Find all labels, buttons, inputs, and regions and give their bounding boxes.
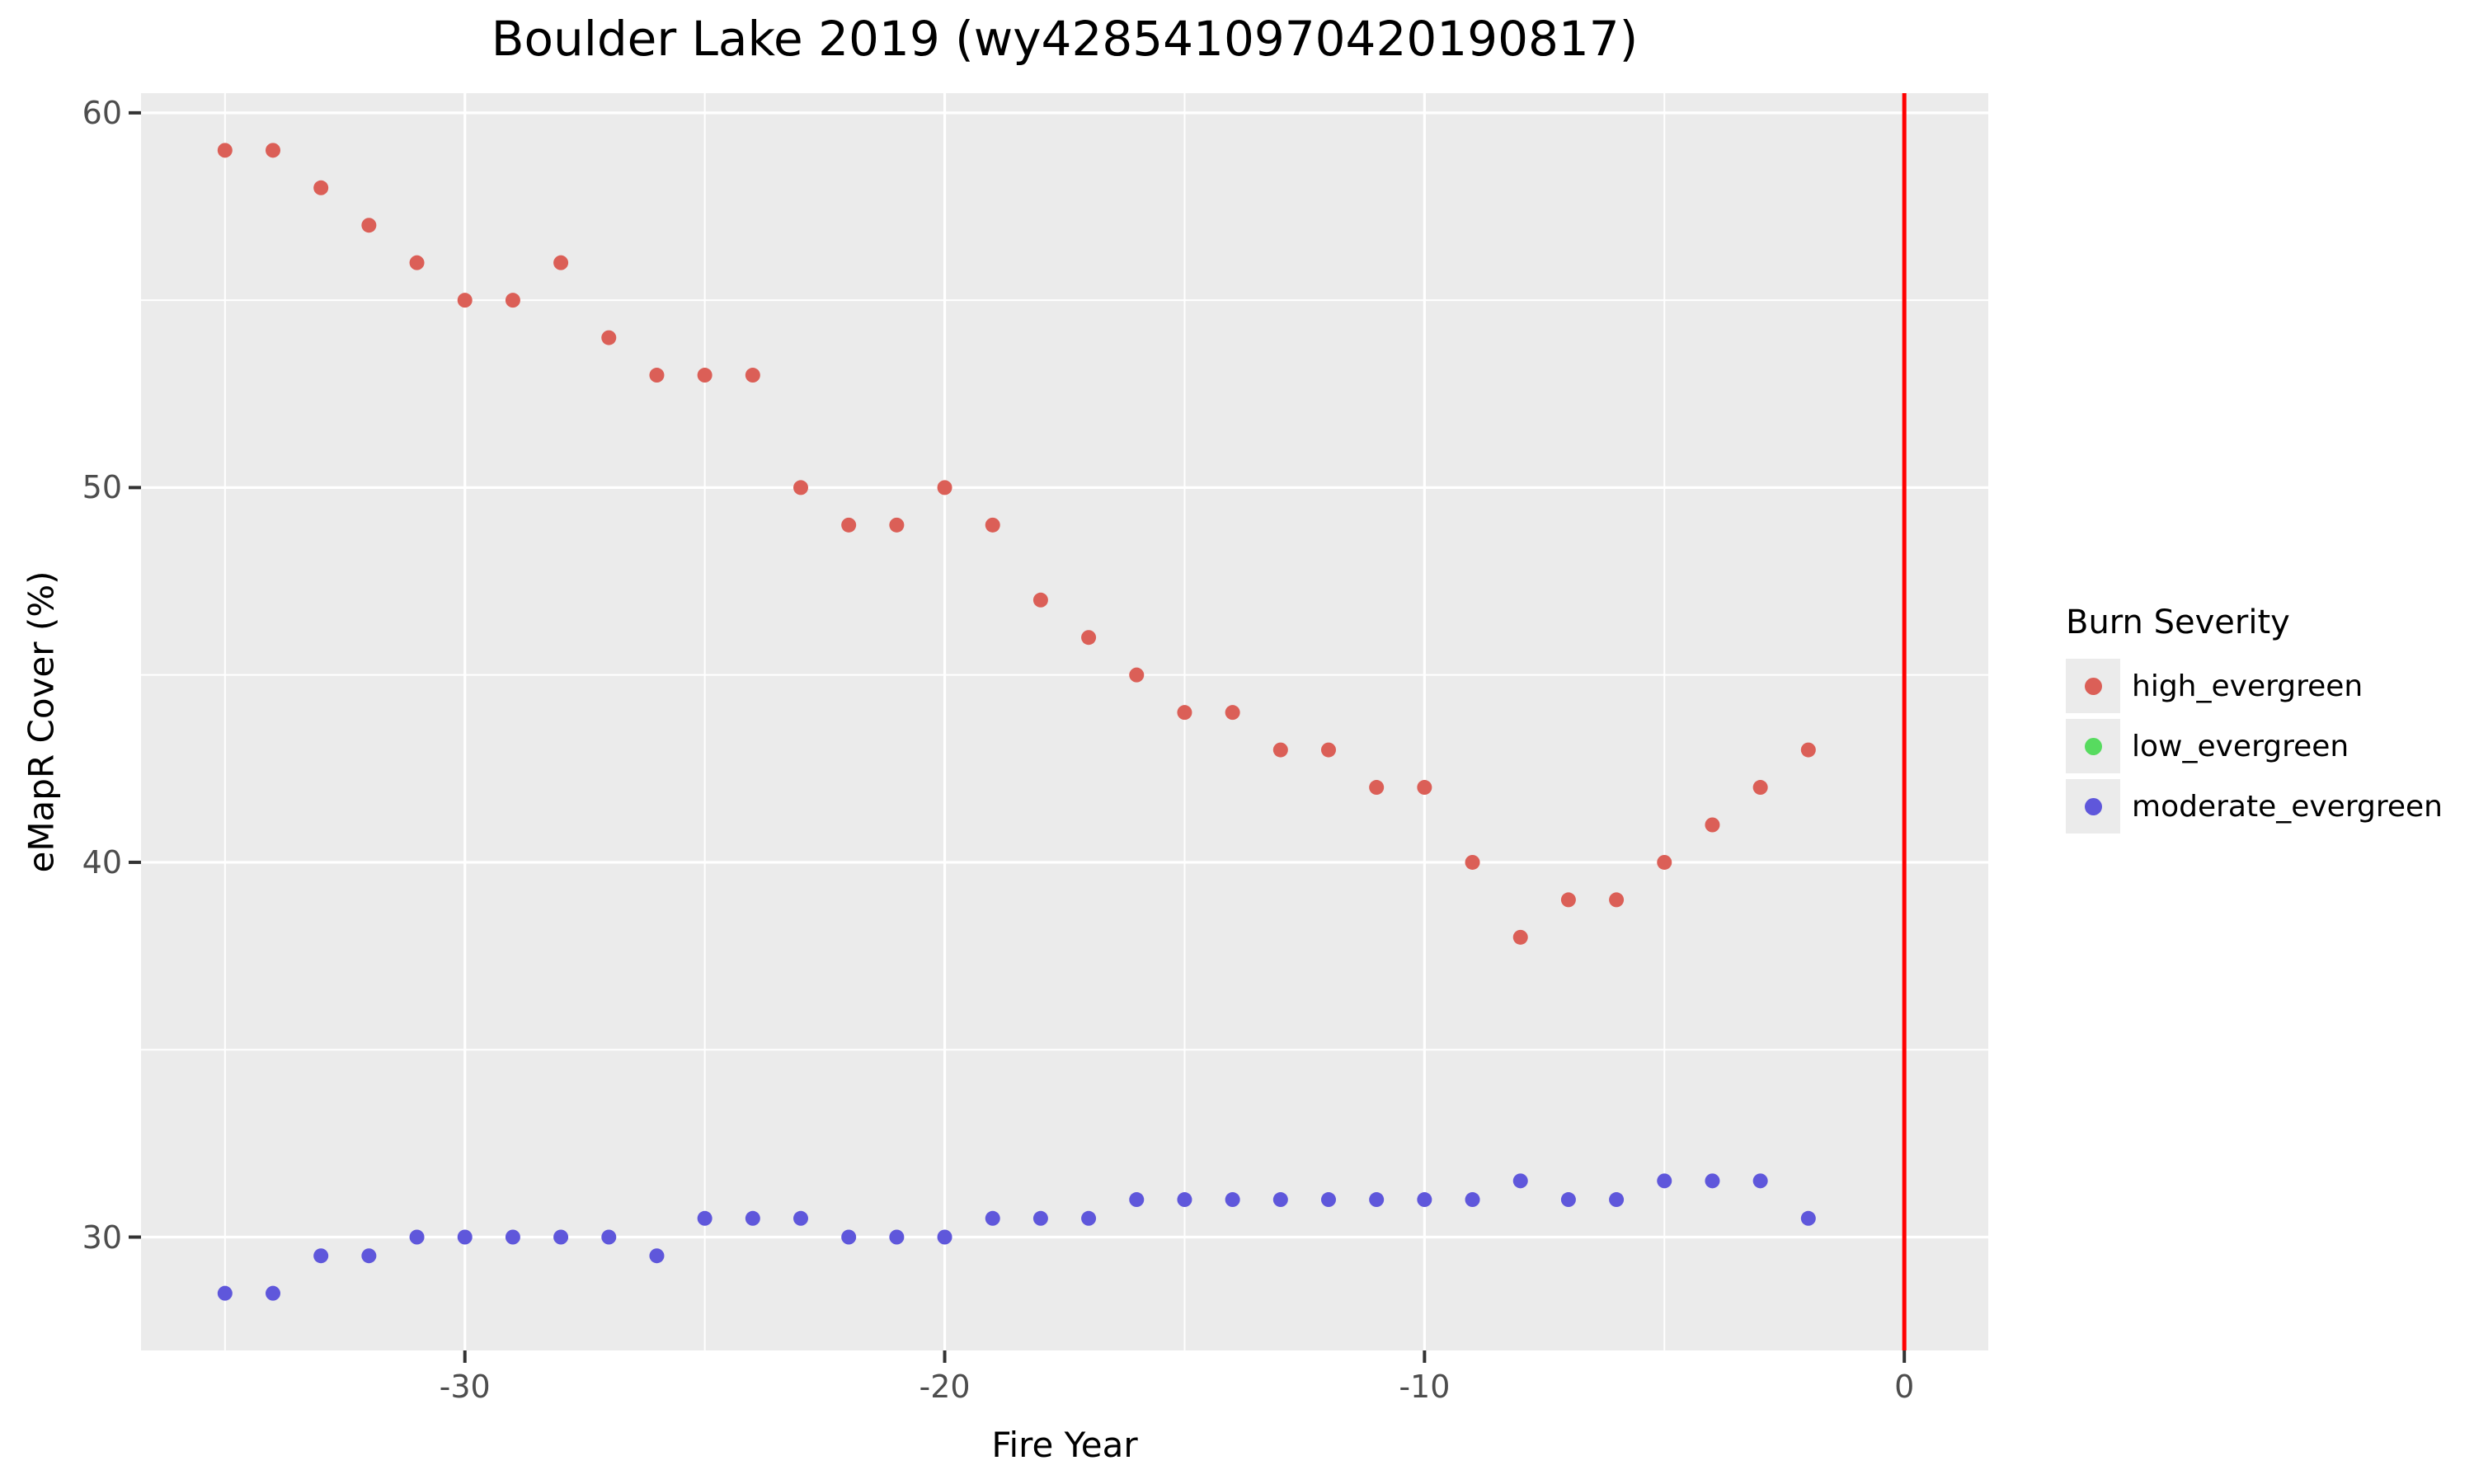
data-point-high_evergreen — [1465, 854, 1480, 870]
legend-row: moderate_evergreen — [2066, 779, 2462, 834]
data-point-moderate_evergreen — [1705, 1173, 1720, 1189]
data-point-high_evergreen — [793, 480, 808, 495]
data-point-moderate_evergreen — [313, 1248, 329, 1264]
data-point-moderate_evergreen — [1800, 1210, 1816, 1226]
x-tick-label: -10 — [1399, 1369, 1451, 1405]
data-point-moderate_evergreen — [1752, 1173, 1768, 1189]
data-point-moderate_evergreen — [1081, 1210, 1097, 1226]
data-point-moderate_evergreen — [1512, 1173, 1528, 1189]
legend-label: low_evergreen — [2132, 729, 2349, 763]
data-point-high_evergreen — [1321, 742, 1336, 758]
data-point-high_evergreen — [361, 218, 377, 233]
data-point-moderate_evergreen — [841, 1229, 857, 1245]
y-tick-label: 60 — [82, 94, 122, 131]
data-point-high_evergreen — [841, 517, 857, 533]
data-point-high_evergreen — [1369, 780, 1385, 796]
data-point-high_evergreen — [985, 517, 1000, 533]
y-axis-label-wrap: eMapR Cover (%) — [7, 93, 76, 1350]
data-point-moderate_evergreen — [985, 1210, 1000, 1226]
data-point-high_evergreen — [1560, 892, 1576, 908]
y-tick-label: 30 — [82, 1219, 122, 1256]
data-point-high_evergreen — [1609, 892, 1625, 908]
data-point-moderate_evergreen — [601, 1229, 617, 1245]
legend-key — [2066, 779, 2120, 834]
data-point-moderate_evergreen — [1417, 1192, 1432, 1208]
data-point-moderate_evergreen — [1321, 1192, 1336, 1208]
data-point-high_evergreen — [1177, 705, 1192, 721]
data-point-moderate_evergreen — [1465, 1192, 1480, 1208]
data-point-moderate_evergreen — [1177, 1192, 1192, 1208]
data-point-high_evergreen — [601, 330, 617, 345]
data-point-high_evergreen — [217, 143, 233, 158]
data-point-high_evergreen — [1225, 705, 1240, 721]
data-point-moderate_evergreen — [937, 1229, 952, 1245]
data-point-moderate_evergreen — [697, 1210, 713, 1226]
legend-row: low_evergreen — [2066, 719, 2462, 773]
data-point-high_evergreen — [1657, 854, 1672, 870]
data-point-high_evergreen — [457, 293, 473, 308]
data-point-high_evergreen — [1512, 929, 1528, 945]
data-point-high_evergreen — [1752, 780, 1768, 796]
page-title: Boulder Lake 2019 (wy4285410970420190817… — [491, 11, 1639, 67]
legend-dot-icon — [2084, 677, 2102, 695]
x-tick-label: -20 — [919, 1369, 971, 1405]
data-point-moderate_evergreen — [217, 1285, 233, 1301]
data-point-moderate_evergreen — [361, 1248, 377, 1264]
data-point-high_evergreen — [697, 368, 713, 383]
data-point-moderate_evergreen — [505, 1229, 520, 1245]
data-point-high_evergreen — [553, 255, 569, 270]
legend-key — [2066, 719, 2120, 773]
data-point-moderate_evergreen — [1609, 1192, 1625, 1208]
x-tick-label: 0 — [1894, 1369, 1915, 1405]
data-point-moderate_evergreen — [793, 1210, 808, 1226]
data-point-high_evergreen — [266, 143, 280, 158]
data-point-high_evergreen — [1129, 667, 1145, 683]
data-point-high_evergreen — [1272, 742, 1288, 758]
legend-dot-icon — [2084, 797, 2102, 815]
legend-label: moderate_evergreen — [2132, 789, 2443, 824]
data-point-high_evergreen — [937, 480, 952, 495]
data-point-high_evergreen — [1800, 742, 1816, 758]
data-point-high_evergreen — [409, 255, 425, 270]
x-axis-label: Fire Year — [991, 1425, 1138, 1465]
data-point-moderate_evergreen — [457, 1229, 473, 1245]
data-point-high_evergreen — [505, 293, 520, 308]
data-point-high_evergreen — [1417, 780, 1432, 796]
data-point-moderate_evergreen — [409, 1229, 425, 1245]
data-point-high_evergreen — [649, 368, 665, 383]
y-axis-label: eMapR Cover (%) — [21, 571, 62, 873]
data-point-moderate_evergreen — [745, 1210, 760, 1226]
legend-rows: high_evergreen low_evergreen moderate_ever… — [2066, 659, 2462, 834]
x-tick-label: -30 — [439, 1369, 491, 1405]
data-point-moderate_evergreen — [1225, 1192, 1240, 1208]
data-point-moderate_evergreen — [889, 1229, 905, 1245]
data-point-moderate_evergreen — [1129, 1192, 1145, 1208]
y-tick-label: 40 — [82, 843, 122, 881]
data-point-high_evergreen — [1705, 817, 1720, 833]
data-point-high_evergreen — [889, 517, 905, 533]
legend: Burn Severity high_evergreen low_evergree… — [2066, 603, 2462, 839]
legend-row: high_evergreen — [2066, 659, 2462, 713]
data-point-high_evergreen — [1032, 592, 1048, 608]
legend-title: Burn Severity — [2066, 603, 2290, 641]
data-point-moderate_evergreen — [649, 1248, 665, 1264]
data-point-high_evergreen — [313, 180, 329, 195]
data-point-moderate_evergreen — [266, 1285, 280, 1301]
y-tick-label: 50 — [82, 469, 122, 506]
data-point-high_evergreen — [1081, 630, 1097, 646]
data-point-moderate_evergreen — [553, 1229, 569, 1245]
legend-label: high_evergreen — [2132, 669, 2363, 703]
data-point-moderate_evergreen — [1560, 1192, 1576, 1208]
data-point-high_evergreen — [745, 368, 760, 383]
plot-area — [129, 93, 1988, 1363]
data-point-moderate_evergreen — [1369, 1192, 1385, 1208]
legend-dot-icon — [2084, 737, 2102, 755]
legend-key — [2066, 659, 2120, 713]
data-point-moderate_evergreen — [1272, 1192, 1288, 1208]
data-point-moderate_evergreen — [1657, 1173, 1672, 1189]
data-point-moderate_evergreen — [1032, 1210, 1048, 1226]
